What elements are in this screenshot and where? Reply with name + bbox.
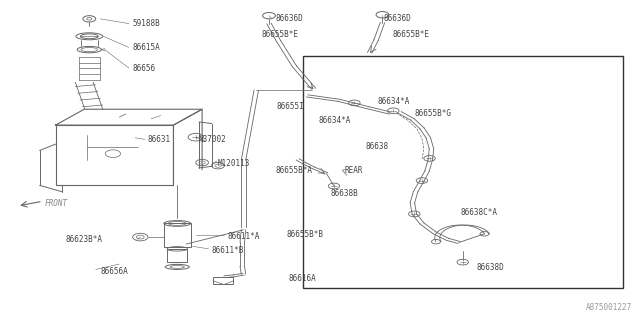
Text: 86634*A: 86634*A [319, 116, 351, 125]
Text: 86655B*E: 86655B*E [261, 29, 298, 39]
Text: 86611*B: 86611*B [212, 246, 244, 255]
Text: FRONT: FRONT [45, 199, 68, 208]
Text: 86615A: 86615A [132, 43, 160, 52]
Text: 86655B*B: 86655B*B [286, 230, 323, 239]
Text: 59188B: 59188B [132, 19, 160, 28]
Text: 86611*A: 86611*A [228, 232, 260, 241]
Text: 86638C*A: 86638C*A [460, 208, 497, 217]
Bar [213, 277, 234, 284]
Text: 86623B*A: 86623B*A [65, 235, 102, 244]
Text: 86656: 86656 [132, 63, 155, 73]
Bar [164, 223, 191, 247]
Text: 86616A: 86616A [288, 274, 316, 283]
Text: 86655B*G: 86655B*G [414, 108, 451, 117]
Text: 86655B*A: 86655B*A [275, 166, 312, 175]
Text: 86636D: 86636D [384, 14, 412, 23]
Text: 86638: 86638 [366, 142, 389, 151]
Text: M120113: M120113 [218, 159, 250, 168]
Bar [56, 125, 173, 185]
Text: 86631: 86631 [148, 135, 171, 144]
Text: A875001227: A875001227 [586, 303, 632, 312]
Text: 86636D: 86636D [275, 14, 303, 23]
Bar [167, 249, 188, 261]
Bar [303, 56, 623, 288]
Text: 86638D: 86638D [476, 263, 504, 272]
Text: REAR: REAR [345, 166, 364, 175]
Text: 86655B*E: 86655B*E [392, 29, 429, 39]
Text: 86634*A: 86634*A [378, 97, 410, 106]
Text: 86655I: 86655I [276, 101, 305, 111]
Text: 86638B: 86638B [330, 189, 358, 198]
Text: 86656A: 86656A [100, 267, 128, 276]
Text: N37002: N37002 [199, 135, 227, 144]
